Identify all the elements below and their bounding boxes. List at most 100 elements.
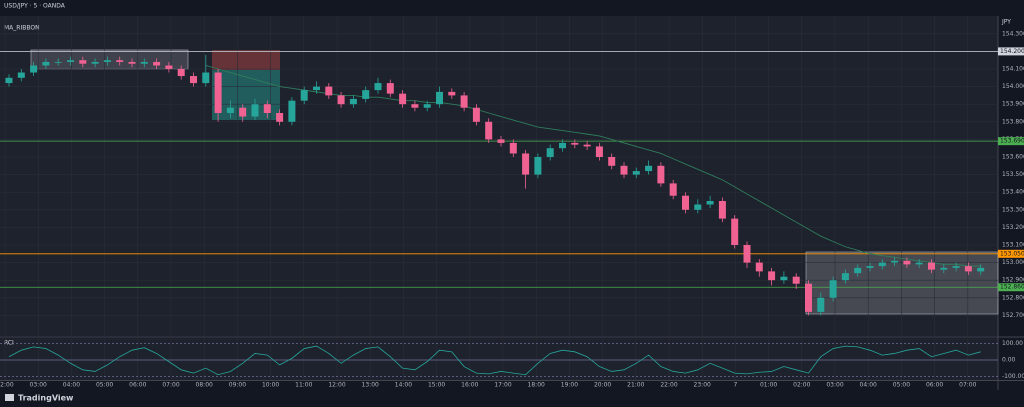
- brand-logo: [5, 394, 14, 401]
- candle-body: [374, 83, 382, 91]
- y-tick-label: 153.300: [1002, 206, 1024, 213]
- y-tick-label: 152.900: [1002, 277, 1024, 284]
- candle-body: [718, 201, 726, 219]
- candle-body: [165, 65, 173, 69]
- candle-body: [546, 148, 554, 157]
- x-tick-label: 20:00: [594, 382, 611, 389]
- x-tick-label: 07:00: [959, 382, 976, 389]
- candle-body: [337, 95, 345, 105]
- y-tick-label: 153.500: [1002, 171, 1024, 178]
- candle-body: [964, 266, 972, 272]
- candle-body: [91, 61, 99, 64]
- candle-body: [571, 142, 579, 145]
- candle-body: [632, 171, 640, 175]
- candle-body: [54, 61, 62, 63]
- x-tick-label: 23:00: [694, 382, 711, 389]
- candle-body: [534, 157, 542, 175]
- level-tag: [998, 249, 1024, 258]
- candle-body: [17, 72, 25, 78]
- candle-body: [743, 245, 751, 263]
- candle-body: [485, 121, 493, 140]
- ma-line: [205, 65, 981, 267]
- x-tick-label: 07:00: [162, 382, 179, 389]
- candle-body: [952, 266, 960, 268]
- candle-body: [509, 142, 517, 154]
- candle-body: [854, 267, 862, 274]
- candle-body: [583, 144, 591, 147]
- candle-body: [251, 104, 259, 117]
- position-loss-zone: [212, 50, 280, 70]
- candle-body: [42, 61, 50, 66]
- candle-body: [116, 60, 124, 62]
- y-tick-label: 153.900: [1002, 101, 1024, 108]
- candle-body: [177, 69, 185, 77]
- candle-body: [202, 72, 210, 84]
- x-tick-label: 13:00: [362, 382, 379, 389]
- x-tick-label: 04:00: [860, 382, 877, 389]
- candle-body: [423, 104, 431, 108]
- candle-body: [903, 260, 911, 265]
- y-tick-label: 154.000: [1002, 83, 1024, 90]
- candle-body: [559, 142, 566, 149]
- candle-body: [497, 139, 505, 143]
- candle-body: [669, 183, 677, 196]
- y-tick-label: 154.100: [1002, 66, 1024, 73]
- y-tick-label: 153.800: [1002, 118, 1024, 125]
- candle-body: [805, 283, 812, 312]
- currency: JPY: [1001, 19, 1011, 26]
- level-tag: [998, 283, 1024, 292]
- osc-tick-label: -100.00: [1002, 373, 1024, 380]
- candle-body: [595, 146, 603, 157]
- candle-body: [891, 260, 899, 263]
- candle-body: [755, 262, 763, 272]
- candle-body: [866, 266, 874, 268]
- x-tick-label: 09:00: [229, 382, 246, 389]
- x-tick-label: 12:00: [328, 382, 345, 389]
- candle-body: [841, 273, 849, 281]
- x-tick-label: 22:00: [660, 382, 677, 389]
- x-tick-label: 17:00: [494, 382, 511, 389]
- candle-body: [608, 157, 616, 166]
- x-tick-label: 08:00: [196, 382, 213, 389]
- x-tick-label: 02:00: [793, 382, 810, 389]
- candle-body: [780, 276, 788, 281]
- x-tick-label: 03:00: [30, 382, 47, 389]
- candle-body: [768, 271, 776, 281]
- range-box: [30, 49, 189, 70]
- x-tick-label: 05:00: [96, 382, 113, 389]
- level-tag: [998, 137, 1024, 146]
- candle-body: [436, 91, 443, 105]
- x-tick-label: 01:00: [760, 382, 777, 389]
- level-label: 152.860: [1000, 284, 1024, 291]
- candle-body: [362, 90, 370, 99]
- y-tick-label: 152.800: [1002, 294, 1024, 301]
- candle-body: [522, 153, 530, 175]
- candle-body: [153, 61, 161, 66]
- x-tick-label: 18:00: [528, 382, 545, 389]
- y-tick-label: 153.400: [1002, 189, 1024, 196]
- candle-body: [399, 93, 407, 105]
- level-label: 153.050: [1000, 250, 1024, 257]
- candle-body: [325, 86, 333, 96]
- candle-body: [915, 262, 923, 265]
- x-tick-label: 03:00: [826, 382, 843, 389]
- y-tick-label: 153.000: [1002, 259, 1024, 266]
- osc-tick-label: 100.00: [1002, 340, 1023, 347]
- candle-body: [313, 86, 320, 91]
- candle-body: [792, 276, 800, 284]
- y-tick-label: 153.200: [1002, 224, 1024, 231]
- candle-body: [878, 262, 886, 267]
- candle-body: [460, 95, 468, 108]
- x-tick-label: 06:00: [129, 382, 146, 389]
- candle-body: [682, 195, 689, 210]
- candle-body: [977, 267, 985, 272]
- x-tick-label: 10:00: [262, 382, 279, 389]
- x-tick-label: 11:00: [295, 382, 312, 389]
- candle-body: [140, 61, 148, 64]
- osc-line: [8, 345, 981, 376]
- level-label: 154.200: [1000, 48, 1024, 55]
- candle-body: [239, 107, 247, 117]
- candle-body: [620, 165, 628, 175]
- candle-body: [829, 280, 837, 298]
